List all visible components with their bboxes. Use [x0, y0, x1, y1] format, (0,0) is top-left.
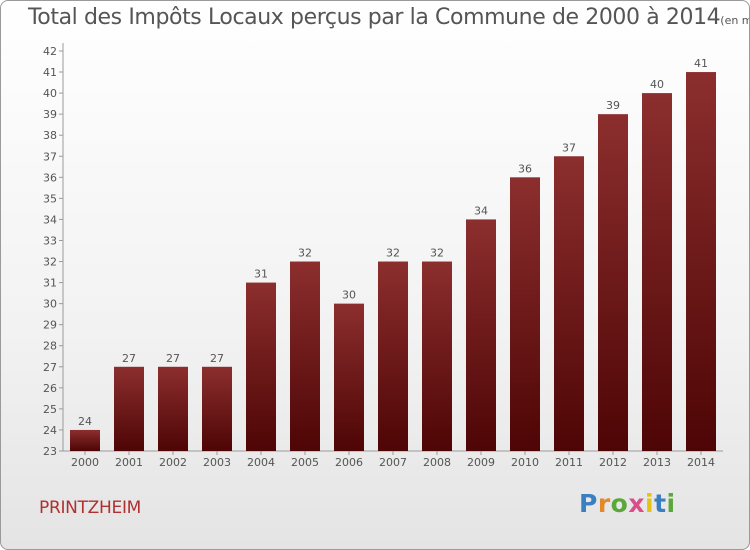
- y-tick-label: 36: [43, 171, 57, 184]
- bar-value-label: 30: [342, 289, 356, 302]
- y-tick-label: 27: [43, 361, 57, 374]
- y-tick-label: 26: [43, 382, 57, 395]
- bar-value-label: 32: [430, 247, 444, 260]
- bar-value-label: 27: [122, 352, 136, 365]
- bar-value-label: 31: [254, 268, 268, 281]
- chart-title: Total des Impôts Locaux perçus par la Co…: [28, 5, 749, 30]
- bar: [510, 177, 540, 451]
- bar: [334, 303, 364, 451]
- y-tick-label: 35: [43, 192, 57, 205]
- logo-letter: i: [645, 489, 655, 518]
- y-tick-label: 40: [43, 87, 57, 100]
- x-tick-label: 2004: [247, 456, 275, 469]
- bar-value-label: 27: [166, 352, 180, 365]
- bar: [246, 282, 276, 451]
- bar: [114, 366, 144, 451]
- bar-value-label: 32: [386, 247, 400, 260]
- y-tick-label: 32: [43, 256, 57, 269]
- bar: [686, 72, 716, 451]
- x-tick-label: 2002: [159, 456, 187, 469]
- x-tick-label: 2003: [203, 456, 231, 469]
- logo-letter: o: [610, 489, 629, 518]
- logo-letter: t: [654, 489, 667, 518]
- x-tick-label: 2001: [115, 456, 143, 469]
- logo-letter: x: [628, 489, 645, 518]
- bar: [378, 261, 408, 451]
- bar-value-label: 34: [474, 204, 488, 217]
- bar-value-label: 39: [606, 99, 620, 112]
- bar-value-label: 24: [78, 415, 92, 428]
- bar: [554, 156, 584, 451]
- chart-title-unit: (en milliers d'€): [720, 14, 749, 27]
- y-tick-label: 24: [43, 424, 57, 437]
- x-tick-label: 2000: [71, 456, 99, 469]
- x-tick-label: 2008: [423, 456, 451, 469]
- bar-value-label: 32: [298, 247, 312, 260]
- x-tick-label: 2011: [555, 456, 583, 469]
- y-tick-label: 37: [43, 150, 57, 163]
- bar: [642, 93, 672, 452]
- y-tick-label: 39: [43, 108, 57, 121]
- y-tick-label: 29: [43, 319, 57, 332]
- bar-value-label: 40: [650, 78, 664, 91]
- x-tick-label: 2007: [379, 456, 407, 469]
- bar: [202, 366, 232, 451]
- proxiti-logo[interactable]: Proxiti: [579, 489, 676, 518]
- y-tick-label: 25: [43, 403, 57, 416]
- y-tick-label: 38: [43, 129, 57, 142]
- y-tick-label: 42: [43, 45, 57, 58]
- chart-title-text: Total des Impôts Locaux perçus par la Co…: [28, 5, 721, 30]
- x-tick-label: 2006: [335, 456, 363, 469]
- y-tick-label: 41: [43, 66, 57, 79]
- bar-value-label: 36: [518, 162, 532, 175]
- logo-letter: i: [666, 489, 676, 518]
- bar: [158, 366, 188, 451]
- logo-letter: P: [579, 489, 598, 518]
- y-tick-label: 31: [43, 277, 57, 290]
- bar-value-label: 37: [562, 141, 576, 154]
- x-tick-label: 2010: [511, 456, 539, 469]
- x-tick-label: 2009: [467, 456, 495, 469]
- y-tick-label: 30: [43, 298, 57, 311]
- bar-value-label: 27: [210, 352, 224, 365]
- y-tick-label: 23: [43, 445, 57, 458]
- x-tick-label: 2014: [687, 456, 715, 469]
- x-tick-label: 2013: [643, 456, 671, 469]
- logo-letter: r: [597, 489, 611, 518]
- bar: [598, 114, 628, 451]
- x-tick-label: 2005: [291, 456, 319, 469]
- bar: [290, 261, 320, 451]
- bar-value-label: 41: [694, 57, 708, 70]
- bar: [466, 219, 496, 451]
- y-tick-label: 33: [43, 234, 57, 247]
- y-tick-label: 28: [43, 340, 57, 353]
- bar: [70, 429, 100, 451]
- y-tick-label: 34: [43, 213, 57, 226]
- bar: [422, 261, 452, 451]
- x-tick-label: 2012: [599, 456, 627, 469]
- commune-name: PRINTZHEIM: [39, 498, 142, 518]
